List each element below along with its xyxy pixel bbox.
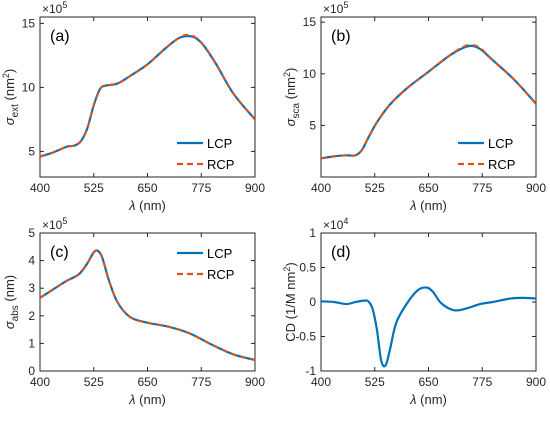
y-tick-label: -1 bbox=[305, 364, 316, 378]
x-tick-label: 900 bbox=[245, 375, 265, 389]
legend-label-lcp: LCP bbox=[207, 246, 232, 261]
legend: LCP RCP bbox=[177, 246, 234, 282]
chart-panel-c: 400 525 650 775 900 0 1 2 3 4 5 ×105 λ (nm) σabs (nm)… bbox=[2, 216, 265, 407]
y-tick-label: 1 bbox=[309, 226, 316, 240]
x-tick-label: 900 bbox=[526, 375, 546, 389]
y-tick-label: 15 bbox=[22, 16, 36, 30]
legend-label-lcp: LCP bbox=[488, 136, 513, 151]
x-tick-label: 650 bbox=[418, 181, 438, 195]
series-line-cd bbox=[321, 286, 536, 368]
x-axis-label: λ (nm) bbox=[128, 392, 166, 407]
y-tick-label: 4 bbox=[28, 254, 35, 268]
axis-exponent: ×105 bbox=[323, 0, 348, 16]
panel-label: (a) bbox=[50, 28, 70, 45]
y-tick-label: 2 bbox=[28, 309, 35, 323]
legend-label-rcp: RCP bbox=[488, 157, 515, 172]
y-tick-label: 0.5 bbox=[299, 261, 316, 275]
y-tick-label: -0.5 bbox=[295, 330, 316, 344]
y-tick-label: 15 bbox=[303, 15, 317, 29]
legend: LCP RCP bbox=[458, 136, 515, 172]
axis-exponent: ×105 bbox=[42, 216, 67, 232]
y-axis-label: σext (nm2) bbox=[1, 69, 21, 126]
series-line-rcp bbox=[321, 43, 536, 160]
x-tick-label: 400 bbox=[311, 181, 331, 195]
panel-label: (c) bbox=[50, 244, 69, 261]
panel-label: (b) bbox=[331, 28, 351, 45]
y-tick-label: 0 bbox=[309, 295, 316, 309]
legend-label-rcp: RCP bbox=[207, 267, 234, 282]
chart-panel-b: 400 525 650 775 900 5 10 15 ×105 λ (nm) σsca (nm2)… bbox=[282, 0, 546, 213]
chart-panel-d: 400 525 650 775 900 -1 -0.5 0 0.5 1 ×104 λ (nm) CD (… bbox=[282, 216, 546, 407]
series-line-rcp bbox=[40, 249, 255, 361]
x-tick-label: 525 bbox=[84, 181, 104, 195]
x-axis-label: λ (nm) bbox=[128, 198, 166, 213]
x-tick-label: 775 bbox=[472, 375, 492, 389]
x-tick-label: 400 bbox=[311, 375, 331, 389]
x-tick-label: 775 bbox=[191, 375, 211, 389]
axis-exponent: ×105 bbox=[42, 0, 67, 16]
x-tick-label: 775 bbox=[472, 181, 492, 195]
x-tick-label: 525 bbox=[365, 181, 385, 195]
plot-frame bbox=[39, 16, 256, 178]
x-tick-label: 650 bbox=[137, 181, 157, 195]
y-axis-label: CD (1/M nm2) bbox=[282, 262, 298, 341]
y-axis-label: σabs (nm) bbox=[2, 275, 21, 329]
x-tick-label: 525 bbox=[84, 375, 104, 389]
x-tick-label: 775 bbox=[191, 181, 211, 195]
plot-frame bbox=[320, 16, 537, 178]
y-tick-label: 5 bbox=[28, 144, 35, 158]
y-tick-label: 3 bbox=[28, 281, 35, 295]
x-tick-label: 525 bbox=[365, 375, 385, 389]
legend-label-lcp: LCP bbox=[207, 136, 232, 151]
x-tick-label: 400 bbox=[30, 181, 50, 195]
legend-label-rcp: RCP bbox=[207, 157, 234, 172]
x-tick-label: 400 bbox=[30, 375, 50, 389]
y-tick-label: 5 bbox=[28, 226, 35, 240]
y-tick-label: 5 bbox=[309, 118, 316, 132]
y-tick-label: 10 bbox=[22, 80, 36, 94]
x-axis-label: λ (nm) bbox=[409, 198, 447, 213]
axis-exponent: ×104 bbox=[323, 216, 348, 232]
chart-panel-a: 400 525 650 775 900 5 10 15 ×105 λ (nm) σext (nm2)… bbox=[1, 0, 265, 213]
series-line-rcp bbox=[40, 33, 255, 158]
x-tick-label: 900 bbox=[526, 181, 546, 195]
x-tick-label: 650 bbox=[137, 375, 157, 389]
x-tick-label: 900 bbox=[245, 181, 265, 195]
y-tick-label: 1 bbox=[28, 336, 35, 350]
x-tick-label: 650 bbox=[418, 375, 438, 389]
x-axis-label: λ (nm) bbox=[409, 392, 447, 407]
y-tick-label: 10 bbox=[303, 67, 317, 81]
legend: LCP RCP bbox=[177, 136, 234, 172]
y-axis-label: σsca (nm2) bbox=[282, 68, 302, 127]
y-tick-label: 0 bbox=[28, 364, 35, 378]
panel-label: (d) bbox=[331, 244, 351, 261]
